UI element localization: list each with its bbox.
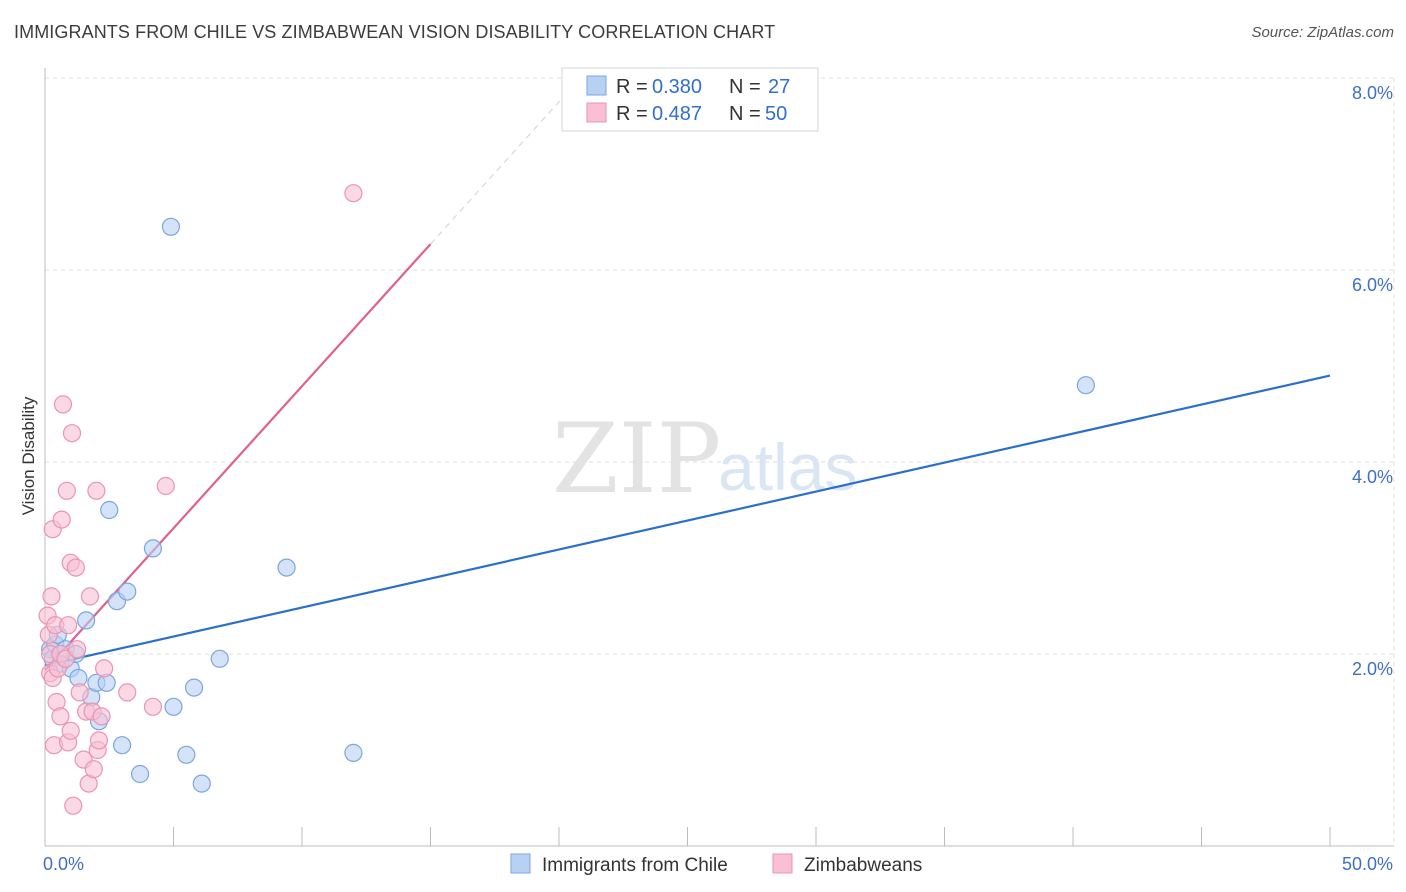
legend-r-label-blue: R = [616,76,648,98]
chile-point [130,764,150,784]
watermark: ZIP atlas [552,403,857,515]
zimbabwean-point [42,587,61,606]
legend-n-label-blue: N = [729,76,761,98]
chile-point [192,774,211,793]
legend-swatch-pink [586,102,607,123]
y-axis-title: Vision Disability [19,396,38,515]
chile-point [77,611,96,630]
watermark-zip: ZIP [552,403,721,515]
y-tick-label: 6.0% [1352,275,1393,295]
legend-n-label-pink: N = [729,103,761,125]
zimbabwean-point [84,760,103,779]
zimbabwean-point [156,476,175,496]
watermark-atlas: atlas [718,430,857,504]
zimbabwean-trend-line [44,243,432,672]
chile-point [277,558,296,577]
zimbabwean-trend-extension [430,87,573,245]
chile-point [143,539,163,558]
bottom-legend-swatch-pink [772,853,793,874]
chile-trend-line [44,374,1331,667]
zimbabwean-point [80,587,100,606]
chile-point [184,678,204,697]
tick-labels: 2.0% 4.0% 6.0% 8.0% 0.0% 50.0% [43,83,1393,874]
x-tick-label: 50.0% [1342,854,1393,874]
zimbabwean-point [61,721,80,740]
bottom-legend-label-pink: Zimbabweans [804,855,922,876]
zimbabwean-point [59,616,78,635]
bottom-legend-label-blue: Immigrants from Chile [542,855,728,876]
chile-point [161,217,181,236]
zimbabwean-point [66,558,85,577]
zimbabwean-point [52,510,71,529]
zimbabwean-point [70,683,89,702]
zimbabwean-point [64,796,83,815]
data-points [38,184,1095,815]
chile-point [344,743,363,762]
correlation-legend: R = 0.380 N = 27 R = 0.487 N = 50 [561,67,819,132]
y-tick-label: 4.0% [1352,467,1393,487]
zimbabwean-point [51,707,70,726]
chart-title: IMMIGRANTS FROM CHILE VS ZIMBABWEAN VISI… [14,22,776,42]
chile-point [210,649,229,668]
y-tick-label: 8.0% [1352,83,1393,103]
legend-swatch-blue [586,75,607,96]
legend-r-label-pink: R = [616,103,648,125]
zimbabwean-point [344,184,363,203]
legend-r-value-pink: 0.487 [652,103,702,125]
zimbabwean-point [143,697,163,716]
chile-point [164,697,183,716]
chile-point [100,500,119,520]
x-tick-label: 0.0% [43,854,84,874]
zimbabwean-point [118,683,137,702]
zimbabwean-point [92,707,111,726]
zimbabwean-point [95,659,114,678]
axes [44,68,1394,847]
zimbabwean-point [53,395,73,414]
zimbabwean-point [68,640,87,659]
legend-r-value-blue: 0.380 [652,76,702,98]
legend-n-value-blue: 27 [768,76,790,98]
chile-point [118,582,137,601]
series-legend: Immigrants from Chile Zimbabweans [510,853,922,876]
zimbabwean-point [57,481,76,500]
chile-point [112,736,132,755]
zimbabwean-point [89,731,109,750]
chile-point [177,745,196,764]
zimbabwean-point [87,481,106,500]
chile-point [1076,376,1095,395]
y-tick-label: 2.0% [1352,659,1393,679]
zimbabwean-point [62,424,82,443]
chart-source: Source: ZipAtlas.com [1251,24,1394,41]
trend-lines [44,87,1331,672]
bottom-legend-swatch-blue [510,853,531,874]
legend-n-value-pink: 50 [765,103,787,125]
